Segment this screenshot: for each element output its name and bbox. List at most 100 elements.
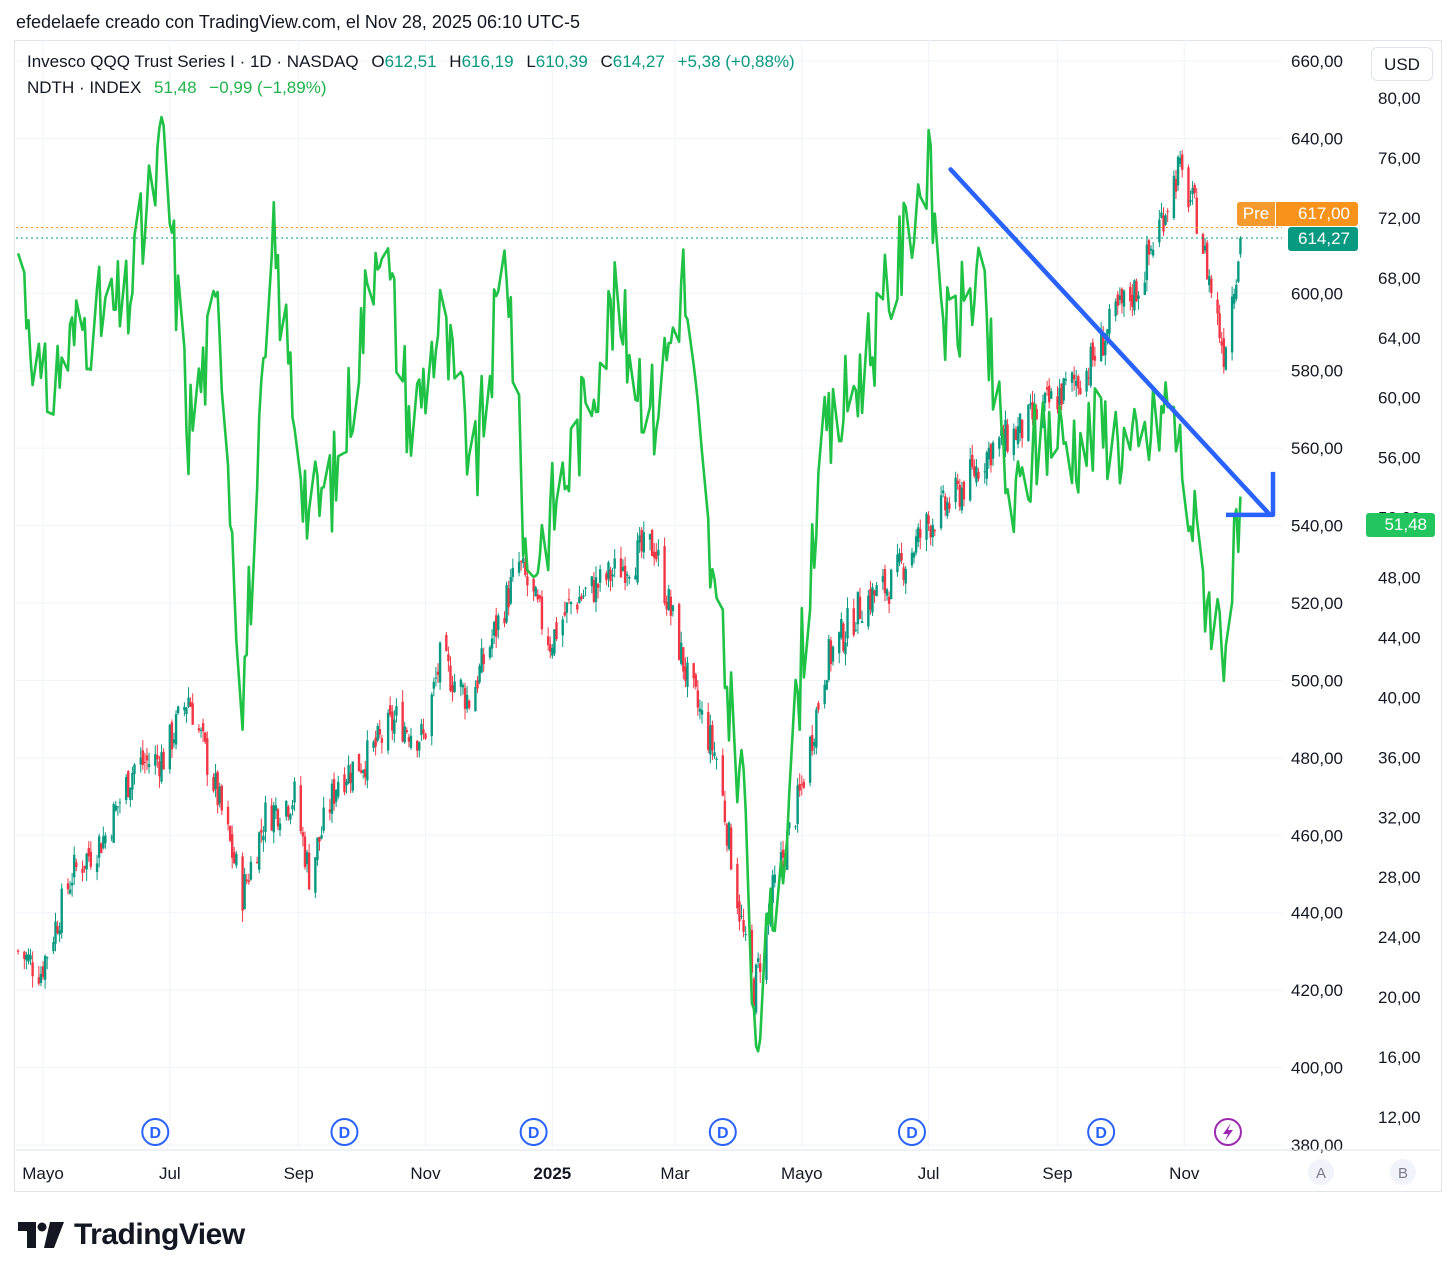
- candle-body: [418, 742, 421, 751]
- candle-body: [1135, 281, 1138, 302]
- candle-body: [1031, 402, 1034, 420]
- candle-body: [954, 477, 957, 503]
- candle-body: [1210, 278, 1213, 294]
- candle-body: [1172, 175, 1176, 218]
- dividend-marker-label: D: [906, 1125, 918, 1142]
- candle-body: [563, 612, 567, 616]
- candle-body: [305, 852, 309, 865]
- candle-body: [1072, 374, 1076, 380]
- legend-open-value: 612,51: [384, 52, 437, 71]
- candle-body: [960, 487, 964, 511]
- candle-body: [1114, 301, 1117, 317]
- candle-body: [1239, 237, 1242, 255]
- candle-body: [85, 853, 88, 870]
- candle-body: [480, 648, 483, 673]
- currency-button[interactable]: USD: [1371, 47, 1433, 81]
- candle-body: [540, 596, 544, 630]
- candle-body: [124, 777, 128, 801]
- candle-body: [467, 700, 471, 708]
- candle-body: [68, 889, 72, 894]
- dividend-marker-label: D: [528, 1125, 540, 1142]
- candle-body: [1143, 282, 1146, 296]
- candle-body: [376, 725, 379, 741]
- tradingview-brand: TradingView: [74, 1218, 245, 1251]
- candle-body: [1166, 210, 1169, 212]
- candle-body: [538, 595, 542, 599]
- candle-body: [37, 977, 41, 984]
- scale-b-button[interactable]: [1390, 1159, 1416, 1185]
- candle-body: [551, 648, 554, 656]
- candle-body: [318, 836, 321, 842]
- breadth-tick-label: 64,00: [1378, 329, 1421, 348]
- breadth-tick-label: 56,00: [1378, 449, 1421, 468]
- candle-body: [278, 823, 282, 831]
- candle-body: [276, 809, 280, 827]
- candle-body: [1043, 393, 1047, 404]
- candle-body: [650, 530, 654, 557]
- attribution-header: efedelaefe creado con TradingView.com, e…: [16, 12, 581, 32]
- pre-price: 617,00: [1298, 204, 1350, 223]
- candle-body: [883, 569, 887, 594]
- candle-body: [885, 589, 889, 596]
- candle-body: [796, 785, 799, 825]
- candle-body: [293, 781, 296, 803]
- candle-body: [729, 827, 733, 870]
- candle-body: [118, 802, 122, 804]
- candle-body: [230, 834, 234, 858]
- candle-body: [759, 963, 762, 973]
- candle-body: [174, 714, 178, 745]
- candle-body: [1064, 379, 1068, 381]
- price-tick-label: 600,00: [1291, 284, 1343, 303]
- candle-body: [56, 925, 59, 934]
- candle-body: [445, 635, 448, 651]
- candle-body: [827, 639, 831, 680]
- candle-body: [989, 444, 993, 466]
- candle-body: [102, 836, 105, 848]
- time-tick-label: 2025: [533, 1164, 571, 1183]
- candle-body: [255, 862, 259, 864]
- candle-body: [1077, 376, 1080, 389]
- candle-body: [199, 730, 203, 732]
- candle-body: [1147, 240, 1151, 255]
- candle-body: [424, 733, 427, 739]
- candle-body: [249, 861, 253, 880]
- candle-body: [299, 785, 302, 832]
- candle-body: [956, 480, 959, 485]
- pre-market-tag: Pre 617,00: [1237, 202, 1358, 226]
- candle-body: [357, 753, 361, 772]
- candle-body: [233, 852, 236, 864]
- candle-body: [453, 681, 456, 692]
- candle-body: [898, 553, 901, 563]
- candle-body: [228, 826, 232, 841]
- candle-body: [75, 862, 78, 868]
- candle-body: [663, 546, 666, 604]
- candle-body: [1050, 391, 1053, 399]
- candle-body: [667, 589, 670, 610]
- candle-body: [823, 684, 826, 705]
- candle-body: [351, 761, 354, 791]
- candle-body: [372, 741, 375, 748]
- price-tick-label: 520,00: [1291, 594, 1343, 613]
- lightning-icon: [1222, 1123, 1233, 1141]
- chart-frame: [14, 40, 1442, 1192]
- candle-body: [738, 901, 741, 922]
- scale-a-button[interactable]: [1308, 1159, 1334, 1185]
- scale-a-button-label: A: [1316, 1165, 1326, 1182]
- candle-body: [264, 802, 267, 832]
- candle-body: [345, 781, 348, 786]
- candle-body: [291, 805, 294, 810]
- legend-close-label: C: [600, 52, 613, 71]
- candle-body: [241, 856, 244, 911]
- candle-body: [511, 567, 515, 577]
- candle-body: [214, 773, 217, 790]
- candle-body: [172, 739, 176, 744]
- candle-body: [1045, 387, 1049, 390]
- price-tick-label: 380,00: [1291, 1136, 1343, 1155]
- legend-high-label: H: [449, 52, 462, 71]
- candle-body: [991, 442, 995, 459]
- candle-body: [553, 629, 556, 654]
- candle-body: [1237, 261, 1240, 282]
- candle-body: [432, 681, 436, 689]
